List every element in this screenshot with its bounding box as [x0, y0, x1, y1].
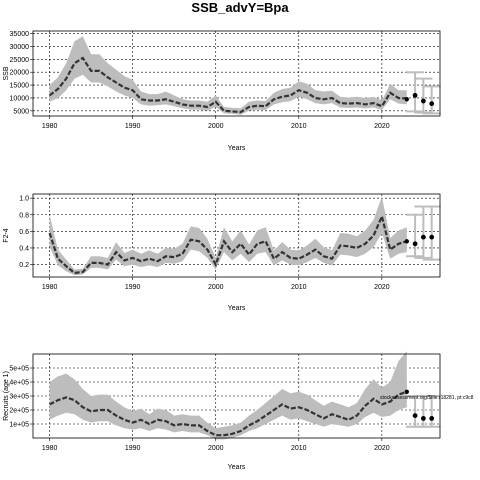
estimate-line: [48, 212, 408, 275]
x-tick-label: 2010: [291, 123, 307, 130]
x-tick-label: 2000: [208, 123, 224, 130]
x-tick-label: 2000: [208, 284, 224, 291]
y-tick-label: 0.8: [19, 212, 29, 219]
forecast-point: [420, 416, 426, 421]
x-tick-label: 1980: [42, 445, 58, 452]
forecast-point: [429, 416, 435, 421]
main-title: SSB_advY=Bpa: [191, 0, 289, 15]
footnote-text: stockassessment.org/$file.r18281, pt:c9c…: [380, 395, 474, 401]
confidence-band: [49, 196, 407, 276]
panel-2: 1980 1990 2000 2010 2020 0.2 0.4 0.6 0.8 1.0 Years…: [3, 193, 441, 312]
confidence-band: [49, 351, 407, 440]
y-tick-label: 25000: [10, 57, 30, 64]
x-tick-label: 1980: [42, 284, 58, 291]
x-tick-label: 2010: [291, 284, 307, 291]
x-tick-label: 1990: [125, 284, 141, 291]
y-axis-label: SSB: [3, 66, 10, 80]
y-tick-label: 1.0: [19, 196, 29, 203]
x-tick-label: 2020: [374, 284, 390, 291]
confidence-band: [49, 36, 407, 115]
y-tick-label: 0.6: [19, 229, 29, 236]
plot-frame: [32, 30, 441, 117]
forecast-point: [404, 239, 409, 244]
x-tick-label: 2020: [374, 445, 390, 452]
estimate-line: [48, 56, 407, 114]
x-tick-label: 2010: [291, 445, 307, 452]
y-tick-label: 15000: [10, 83, 30, 90]
y-tick-label: 5e+05: [9, 366, 29, 373]
y-tick-label: 5000: [13, 108, 29, 115]
x-tick-label: 2020: [374, 123, 390, 130]
forecast-point: [429, 234, 435, 240]
forecast-point: [420, 98, 426, 104]
y-tick-label: 1e+05: [9, 422, 29, 429]
plot-frame: [32, 193, 441, 278]
x-axis-label: Years: [228, 464, 246, 471]
y-tick-label: 35000: [10, 31, 30, 38]
y-tick-label: 0.4: [19, 245, 29, 252]
forecast-point: [412, 413, 418, 418]
x-axis-label: Years: [228, 305, 246, 312]
panel-1: 1980 1990 2000 2010 2020 5000 10000 15000 20000 2…: [3, 30, 441, 152]
y-tick-label: 4e+05: [9, 380, 29, 387]
forecast-point: [412, 241, 418, 247]
y-tick-label: 10000: [10, 95, 30, 102]
forecast-point: [412, 92, 418, 98]
x-tick-label: 1980: [42, 123, 58, 130]
x-tick-label: 1990: [125, 445, 141, 452]
y-axis-label: F2-4: [3, 228, 10, 243]
x-axis-label: Years: [228, 145, 246, 152]
forecast-point: [404, 389, 409, 394]
x-tick-label: 2000: [208, 445, 224, 452]
y-axis-label: Recruits (age 1): [3, 371, 10, 421]
estimate-line: [49, 390, 408, 437]
forecast-point: [420, 234, 426, 240]
x-tick-label: 1990: [125, 123, 141, 130]
forecast-point: [429, 101, 435, 107]
y-tick-label: 3e+05: [9, 394, 29, 401]
y-tick-label: 2e+05: [9, 408, 29, 415]
y-tick-label: 20000: [10, 70, 30, 77]
y-tick-label: 30000: [10, 44, 30, 51]
forecast-point: [404, 97, 409, 102]
y-tick-label: 0.2: [19, 262, 29, 269]
panel-3: 1980 1990 2000 2010 2020 1e+05 2e+05 3e+05 4e+05…: [3, 351, 441, 471]
